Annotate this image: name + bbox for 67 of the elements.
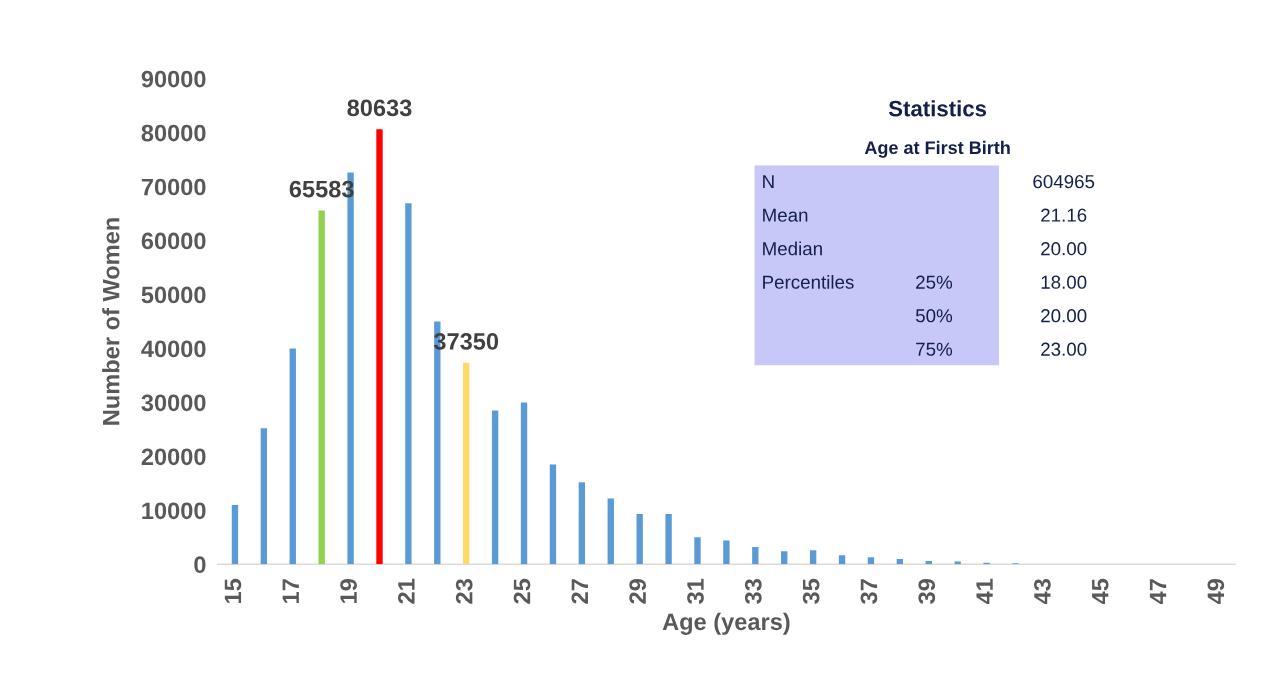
x-tick-label: 33 [744,579,762,604]
bar [463,362,470,565]
x-tick-label: 21 [398,578,415,604]
y-tick-label: 90000 [141,70,206,88]
bar [318,210,325,565]
y-tick-label: 50000 [141,286,206,304]
y-tick-label: 70000 [141,178,206,196]
bar [781,551,788,565]
annotation: Mean [763,208,808,222]
x-tick-label: 37 [860,579,878,604]
y-axis-title: Number of Women [102,218,120,425]
bar [838,555,846,565]
annotation: 21.16 [1041,208,1087,222]
y-tick-label: 10000 [142,502,206,520]
bar [376,129,383,565]
bar [549,464,557,565]
y-tick-label: 40000 [141,340,206,358]
bar [665,514,672,565]
x-axis-title: Age (years) [662,612,790,635]
x-tick-label: 25 [513,578,531,604]
x-tick-label: 19 [340,579,357,603]
annotation: 20.00 [1041,309,1087,323]
annotation: 50% [915,309,953,323]
annotation: N [763,175,774,189]
y-tick-label: 80000 [141,124,206,142]
x-tick-label: 35 [802,578,820,604]
x-tick-label: 29 [629,579,647,604]
annotation: Statistics [888,100,987,117]
annotation: 604965 [1033,175,1095,189]
y-tick-label: 0 [194,556,206,574]
bar [636,514,643,565]
x-tick-label: 47 [1149,579,1167,605]
x-tick-label: 23 [455,579,473,604]
annotation: 18.00 [1041,275,1087,289]
x-tick-label: 43 [1034,579,1051,605]
bar [520,402,528,565]
x-tick-label: 45 [1092,578,1109,605]
y-tick-label: 60000 [141,232,206,250]
bar [289,348,296,565]
bar [809,550,817,565]
y-tick-label: 30000 [141,394,206,412]
bar [231,504,239,565]
annotation: 75% [916,342,953,356]
bar [405,203,412,565]
bar [752,547,759,565]
bar [723,540,730,565]
x-tick-label: 31 [687,578,704,604]
annotation: 23.00 [1041,342,1087,356]
x-tick-label: 49 [1207,579,1225,605]
bar [578,482,586,565]
x-tick-label: 15 [224,578,242,603]
y-tick-label: 20000 [141,448,206,466]
bar [260,428,268,565]
bar [491,410,499,565]
annotation: Percentiles [763,275,854,289]
annotation: 20.00 [1041,242,1087,256]
x-tick-label: 27 [571,579,588,604]
bar [867,557,875,565]
annotation: 25% [916,275,953,289]
x-tick-label: 17 [282,579,299,603]
annotation: Age at First Birth [864,140,1010,158]
bar [607,498,614,565]
annotation: Median [763,241,822,256]
x-tick-label: 39 [918,579,936,604]
x-tick-label: 41 [976,578,993,605]
data-label: 80633 [347,99,412,117]
bar [694,537,701,565]
